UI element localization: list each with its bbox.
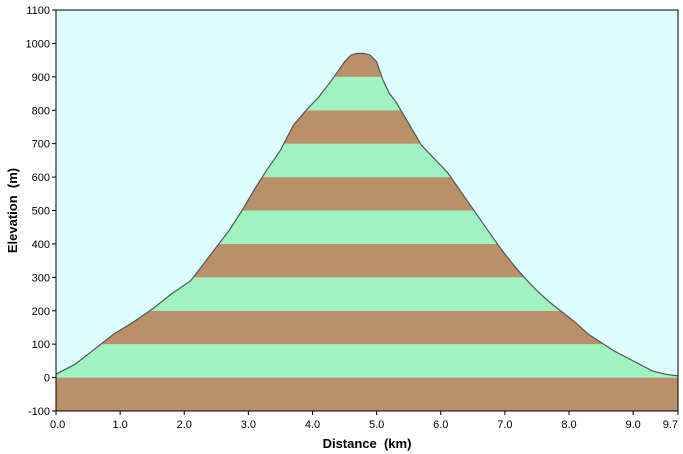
y-tick-label: 1100 xyxy=(26,5,50,17)
x-tick-label: 1.0 xyxy=(112,419,127,431)
x-tick-label: 3.0 xyxy=(241,419,256,431)
y-tick-label: 900 xyxy=(32,72,50,84)
x-axis-title: Distance (km) xyxy=(323,436,412,451)
y-axis-title: Elevation (m) xyxy=(5,168,20,253)
x-tick-label: 9.7 xyxy=(663,419,678,431)
y-tick-label: 300 xyxy=(32,272,50,284)
y-tick-label: 1000 xyxy=(26,38,50,50)
y-tick-label: 500 xyxy=(32,206,50,218)
y-tick-label: 400 xyxy=(32,239,50,251)
x-tick-label: 2.0 xyxy=(177,419,192,431)
x-tick-label: 7.0 xyxy=(497,419,512,431)
y-axis: -100 0 100 200 300 400 500 600 700 800 900 1000 1100 xyxy=(26,5,56,418)
elevation-band xyxy=(56,377,678,411)
x-tick-label: 5.0 xyxy=(369,419,384,431)
y-tick-label: 0 xyxy=(44,373,50,385)
x-tick-label: 6.0 xyxy=(433,419,448,431)
y-tick-label: -100 xyxy=(28,406,50,418)
y-tick-label: 700 xyxy=(32,139,50,151)
y-tick-label: 100 xyxy=(32,339,50,351)
y-tick-label: 600 xyxy=(32,172,50,184)
elevation-band xyxy=(56,344,678,378)
terrain-profile-line xyxy=(55,52,679,377)
y-tick-label: 200 xyxy=(32,306,50,318)
x-axis: 0.0 1.0 2.0 3.0 4.0 5.0 6.0 7.0 8.0 9.0 9.7 xyxy=(50,411,679,431)
x-tick-label: 0.0 xyxy=(50,419,65,431)
y-tick-label: 800 xyxy=(32,105,50,117)
x-tick-label: 4.0 xyxy=(305,419,320,431)
x-tick-label: 8.0 xyxy=(561,419,576,431)
x-tick-label: 9.0 xyxy=(625,419,640,431)
